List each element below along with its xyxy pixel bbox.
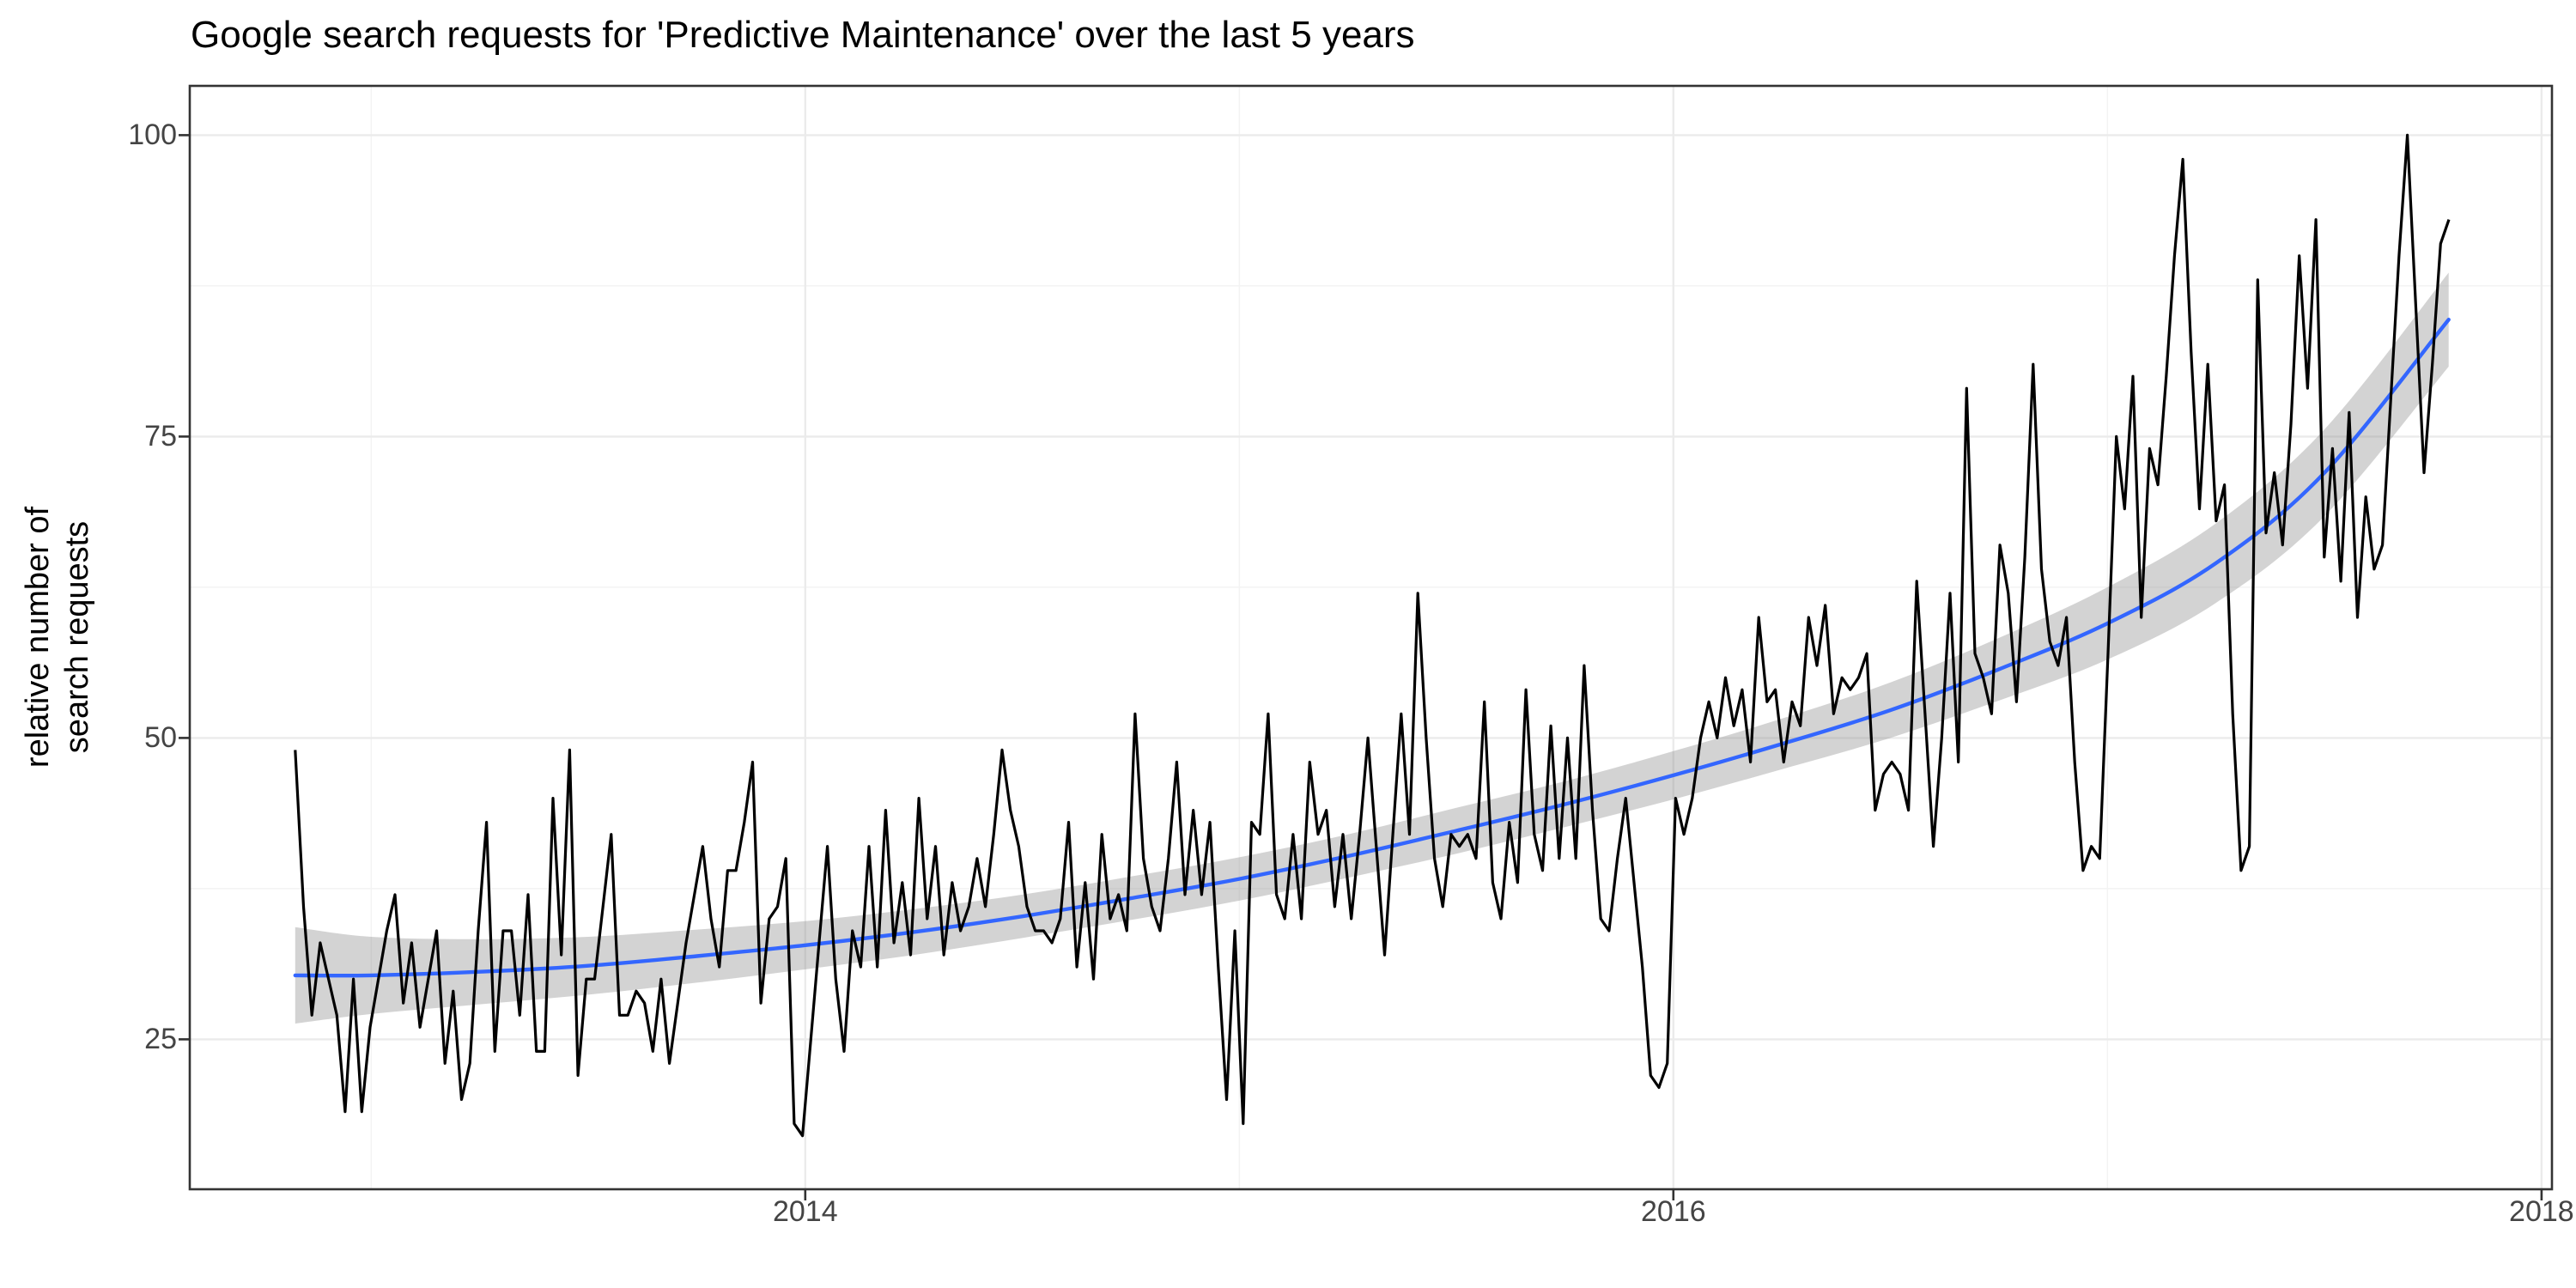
y-axis-title-line2: search requests	[59, 520, 95, 754]
x-tick-label: 2014	[772, 1195, 838, 1228]
confidence-band	[295, 272, 2449, 1024]
gridlines-major	[190, 86, 2552, 1189]
x-tick-label: 2016	[1641, 1195, 1706, 1228]
gridlines-minor	[190, 86, 2552, 1189]
y-tick-label: 25	[144, 1023, 177, 1056]
axis-tick-marks	[179, 134, 2543, 1200]
y-tick-label: 50	[144, 721, 177, 755]
y-tick-label: 75	[144, 420, 177, 453]
chart-title: Google search requests for 'Predictive M…	[191, 14, 1415, 56]
data-line	[294, 133, 2451, 1138]
trend-line	[293, 318, 2451, 978]
panel-border	[188, 84, 2554, 1191]
x-tick-label: 2018	[2509, 1195, 2574, 1228]
y-tick-label: 100	[128, 118, 177, 152]
